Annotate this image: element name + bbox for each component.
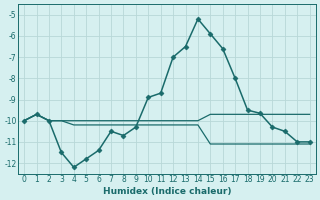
X-axis label: Humidex (Indice chaleur): Humidex (Indice chaleur)	[103, 187, 231, 196]
